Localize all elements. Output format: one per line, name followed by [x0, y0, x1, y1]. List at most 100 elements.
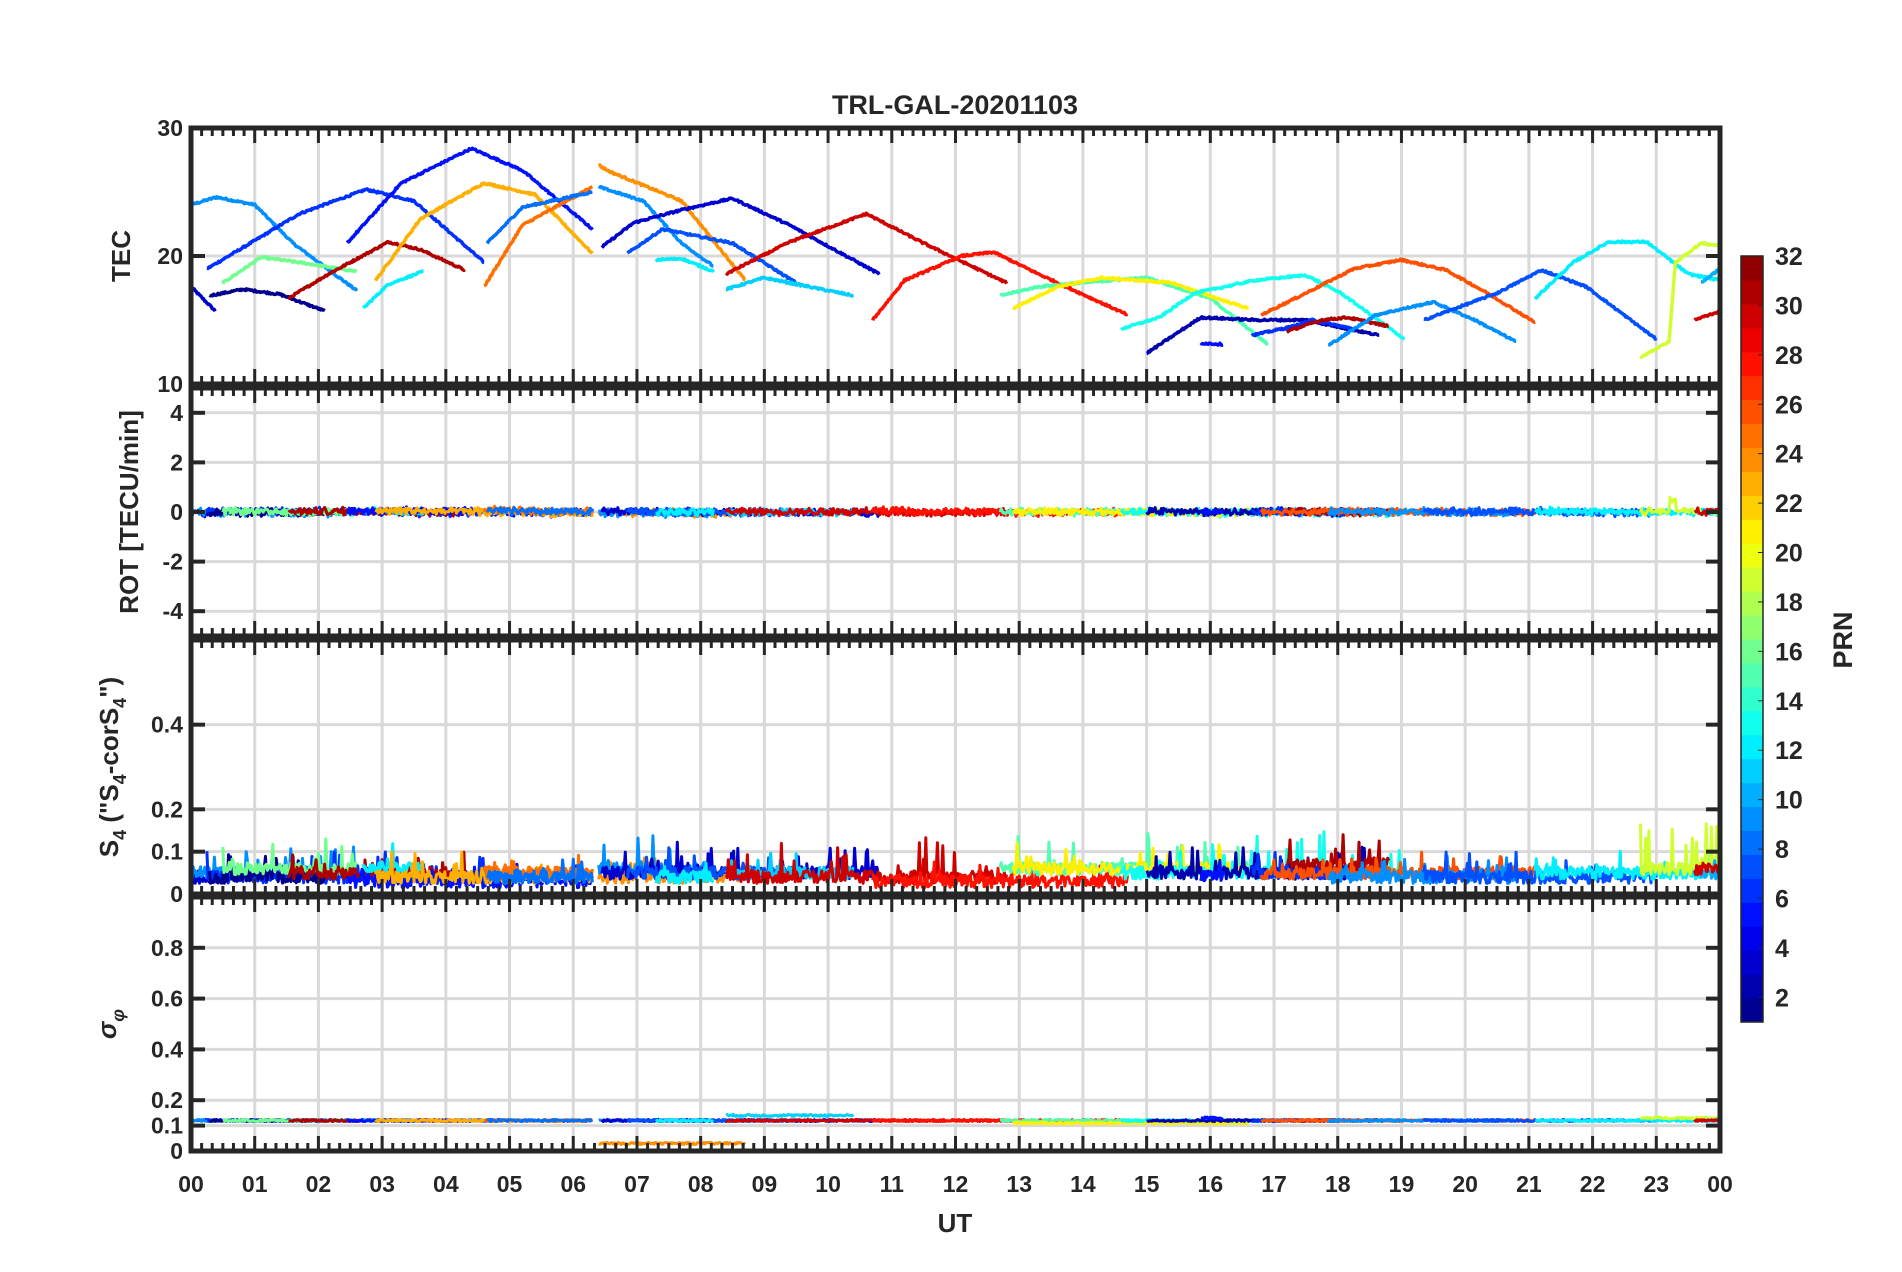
series-line-prn-5 [1199, 341, 1224, 347]
colorbar-tick-label: 18 [1775, 589, 1803, 617]
y-axis-label-s4: S4 ("S4-corS4") [94, 677, 130, 857]
x-tick-label: 01 [242, 1171, 268, 1197]
colorbar-level [1741, 567, 1763, 592]
colorbar-level [1741, 471, 1763, 496]
y-tick-label: -4 [163, 598, 184, 624]
series-line-prn-31 [1285, 315, 1390, 334]
colorbar-level [1741, 279, 1763, 305]
series-line-prn-13 [1119, 273, 1406, 341]
x-tick-label: 05 [497, 1171, 523, 1197]
x-axis-label: UT [938, 1208, 973, 1238]
series-line-prn-5 [1200, 507, 1225, 517]
y-tick-label: 0 [170, 1138, 183, 1164]
series-line-prn-12 [654, 507, 715, 518]
y-tick-label: 0.8 [151, 935, 183, 961]
series-line-prn-11 [725, 1113, 855, 1118]
series-line-prn-7 [626, 227, 798, 285]
colorbar-tick-label: 2 [1775, 984, 1789, 1012]
colorbar-level [1741, 950, 1763, 975]
s4-label-rest3: ") [94, 677, 124, 698]
x-tick-label: 16 [1198, 1171, 1224, 1197]
series-group [191, 822, 1720, 890]
series-line-prn-30 [1693, 506, 1720, 517]
x-tick-label: 10 [815, 1171, 841, 1197]
series-line-prn-5 [1200, 1115, 1224, 1121]
series-line-prn-5 [1199, 858, 1225, 883]
colorbar-level [1741, 902, 1763, 927]
series-line-prn-9 [191, 195, 359, 292]
x-tick-label: 19 [1389, 1171, 1415, 1197]
y-tick-label: 10 [157, 371, 183, 397]
colorbar-level [1741, 639, 1763, 664]
colorbar-level [1741, 615, 1763, 640]
colorbar-tick-label: 26 [1775, 391, 1803, 419]
s4-label-main: S [94, 840, 124, 857]
colorbar-tick-label: 24 [1775, 441, 1803, 469]
y-tick-label: 0.4 [151, 1036, 183, 1062]
colorbar-level [1741, 734, 1763, 760]
colorbar-level [1741, 447, 1763, 472]
colorbar-tick-label: 14 [1775, 688, 1803, 716]
series-line-prn-8 [485, 506, 594, 517]
s4-label-rest1: ("S [94, 784, 124, 830]
colorbar-level [1741, 303, 1763, 329]
series-line-prn-3 [191, 285, 217, 313]
series-line-prn-6 [1250, 317, 1355, 338]
s4-label-sub: 4 [110, 830, 130, 840]
y-axis-label-rot: ROT [TECU/min] [114, 410, 144, 614]
series-line-prn-12 [1533, 239, 1720, 301]
series-line-prn-30 [1693, 308, 1720, 322]
x-tick-label: 21 [1516, 1171, 1542, 1197]
colorbar-level [1741, 591, 1763, 616]
colorbar-level [1741, 926, 1763, 951]
series-line-prn-28 [871, 250, 1129, 322]
series-line-prn-23 [374, 506, 594, 519]
y-tick-label: 4 [170, 400, 183, 426]
x-tick-label: 22 [1580, 1171, 1606, 1197]
y-tick-label: 0.1 [151, 839, 183, 865]
y-axis-label-tec: TEC [106, 230, 136, 282]
x-tick-label: 13 [1006, 1171, 1032, 1197]
y-tick-label: 0.2 [151, 796, 183, 822]
x-tick-label: 08 [688, 1171, 714, 1197]
y-tick-label: -2 [163, 549, 183, 575]
colorbar-level [1741, 830, 1763, 855]
y-tick-label: 0 [170, 499, 183, 525]
colorbar-tick-label: 30 [1775, 292, 1803, 320]
x-tick-label: 00 [178, 1171, 204, 1197]
x-tick-label: 18 [1325, 1171, 1351, 1197]
series-line-prn-8 [485, 190, 594, 245]
series-line-prn-12 [654, 256, 715, 274]
colorbar-level [1741, 854, 1763, 879]
s4-label-sub2: 4 [110, 774, 130, 784]
series-line-prn-9 [1327, 299, 1517, 347]
series-line-prn-2 [1145, 315, 1380, 356]
x-tick-label: 07 [624, 1171, 650, 1197]
colorbar-tick-label: 12 [1775, 737, 1803, 765]
x-tick-label: 20 [1452, 1171, 1478, 1197]
series-line-prn-7 [1423, 268, 1658, 341]
series-group [191, 146, 1720, 360]
series-line-prn-3 [600, 196, 881, 276]
series-line-prn-19 [1639, 1115, 1720, 1121]
series-line-prn-11 [725, 275, 855, 298]
colorbar-tick-label: 10 [1775, 787, 1803, 815]
colorbar-tick-label: 8 [1775, 836, 1789, 864]
colorbar-tick-label: 32 [1775, 243, 1803, 271]
y-tick-label: 0.1 [151, 1113, 183, 1139]
series-line-prn-19 [1638, 822, 1720, 877]
colorbar-level [1741, 543, 1763, 568]
panel-sigma: 00.10.2 0.4 0.6 0.8 [151, 894, 1723, 1164]
x-tick-label: 02 [306, 1171, 332, 1197]
x-tick-label: 23 [1643, 1171, 1669, 1197]
y-tick-label: 30 [157, 115, 183, 141]
series-line-prn-30 [724, 211, 1009, 285]
series-line-prn-6 [206, 187, 485, 271]
series-line-prn-12 [361, 269, 425, 310]
colorbar-tick-label: 20 [1775, 540, 1803, 568]
series-line-prn-1 [208, 287, 326, 313]
series-line-prn-16 [221, 255, 358, 285]
colorbar-level [1741, 327, 1763, 353]
